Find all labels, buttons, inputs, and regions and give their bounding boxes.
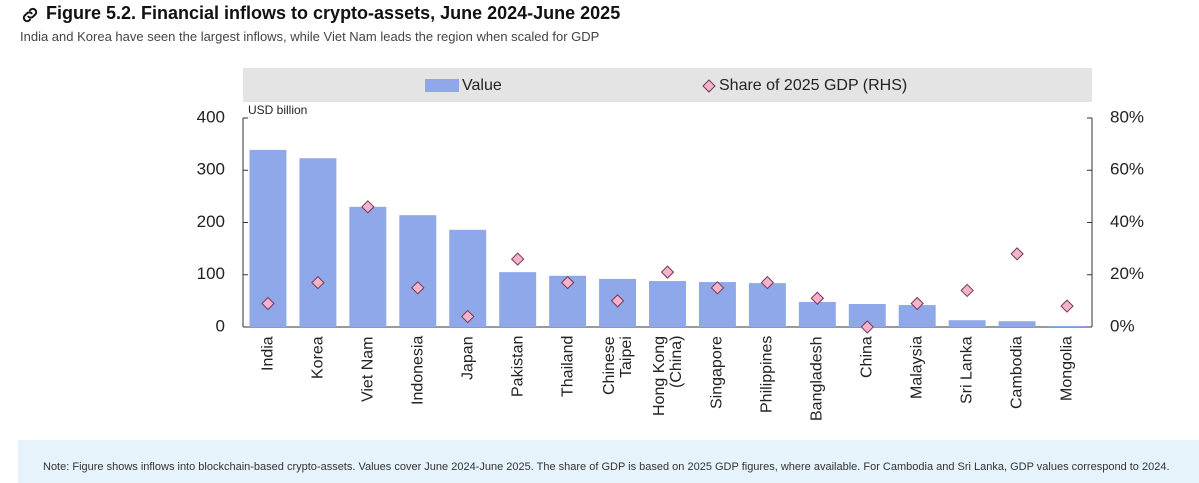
marker (660, 265, 675, 279)
marker (361, 200, 375, 214)
bar (299, 158, 337, 327)
x-tick-label: Singapore (708, 336, 726, 409)
x-tick-label: Cambodia (1008, 336, 1026, 409)
bar (649, 281, 686, 327)
legend-label: Value (462, 77, 502, 94)
marker (510, 252, 525, 266)
bar (998, 321, 1036, 327)
y-tick-label: 300 (197, 160, 225, 179)
marker (1060, 299, 1074, 313)
x-tick-label: Korea (309, 336, 327, 379)
bar (748, 283, 786, 327)
marker (760, 275, 775, 290)
x-tick-label: Viet Nam (359, 336, 377, 402)
chart: USD billion 0 100 200 300 400 0% 20% 40% 60% 80% Va… (197, 68, 1144, 335)
x-tick-label: China (858, 336, 876, 378)
x-tick-label: Thailand (559, 336, 577, 398)
x-tick-label: Chinese Taipei (600, 336, 635, 395)
marker (860, 320, 874, 334)
bar (948, 320, 986, 327)
marker (1010, 247, 1024, 261)
marker (461, 309, 475, 324)
bar (1048, 325, 1086, 327)
title: Figure 5.2. Financial inflows to crypto-… (46, 3, 621, 23)
x-tick-label: Sri Lanka (958, 336, 976, 404)
y2-tick-label: 0% (1110, 316, 1135, 335)
marker (610, 294, 625, 308)
y-tick-label: 100 (197, 264, 225, 283)
bar (898, 305, 936, 327)
bar (349, 206, 387, 327)
marker (560, 275, 575, 290)
x-tick-label: Bangladesh (808, 336, 826, 421)
legend-marker (702, 79, 716, 93)
y2-tick-label: 60% (1110, 160, 1144, 179)
legend-box (243, 68, 1092, 102)
y2-tick-label: 80% (1110, 107, 1144, 126)
legend-swatch (425, 79, 459, 92)
y-axis-label: USD billion (248, 103, 307, 117)
marker (960, 283, 974, 298)
y-tick-label: 0 (216, 316, 225, 335)
bar (848, 304, 886, 327)
x-tick-label: Indonesia (409, 336, 427, 406)
marker (311, 275, 325, 290)
x-tick-label: Malaysia (908, 336, 926, 400)
x-tick-label: Hong Kong (China) (650, 336, 685, 417)
marker (910, 296, 924, 311)
y2-tick-label: 40% (1110, 212, 1144, 231)
x-tick-label: Pakistan (509, 336, 527, 398)
x-tick-label: Japan (459, 336, 477, 380)
bar (499, 272, 537, 327)
y-tick-label: 200 (197, 212, 225, 231)
legend-label: Share of 2025 GDP (RHS) (719, 77, 907, 94)
bar (399, 215, 437, 327)
link-icon[interactable] (20, 5, 40, 25)
marker (710, 281, 725, 295)
y-tick-label: 400 (197, 107, 225, 126)
note: Note: Figure shows inflows into blockcha… (18, 440, 1199, 483)
y2-tick-label: 20% (1110, 264, 1144, 283)
marker (261, 296, 275, 311)
marker (411, 281, 425, 295)
x-tick-label: Philippines (758, 336, 776, 414)
bar (798, 301, 836, 327)
subtitle: India and Korea have seen the largest in… (20, 29, 600, 44)
x-tick-label: Mongolia (1058, 336, 1076, 401)
x-tick-label: India (259, 336, 277, 371)
marker (810, 291, 825, 305)
